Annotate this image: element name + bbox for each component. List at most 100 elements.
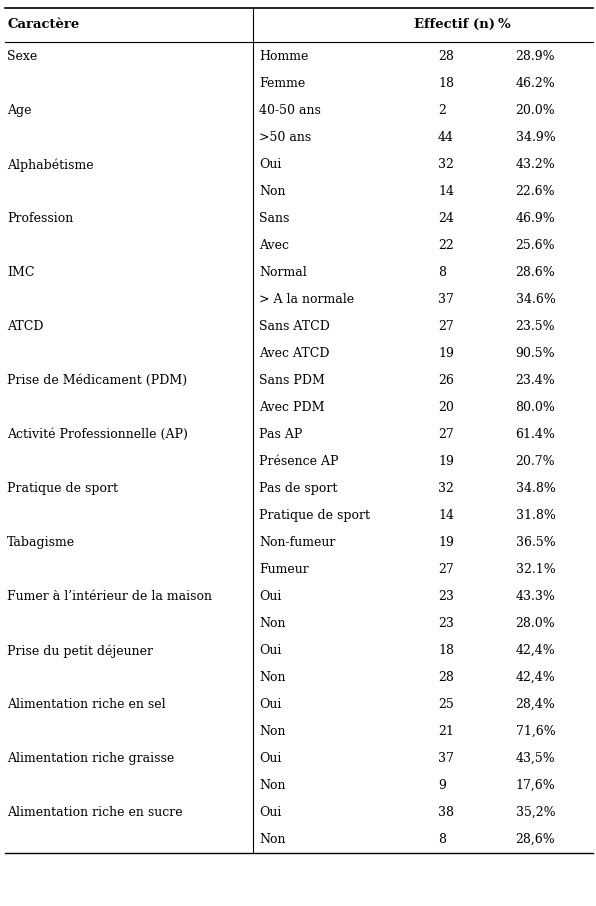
Text: 34.9%: 34.9% (516, 131, 555, 144)
Text: Non: Non (259, 617, 285, 630)
Text: 37: 37 (438, 293, 454, 306)
Text: Profession: Profession (7, 212, 73, 225)
Text: 18: 18 (438, 77, 454, 90)
Text: > A la normale: > A la normale (259, 293, 355, 306)
Text: Sans ATCD: Sans ATCD (259, 320, 330, 333)
Text: ATCD: ATCD (7, 320, 44, 333)
Text: 28,6%: 28,6% (516, 833, 555, 846)
Text: 42,4%: 42,4% (516, 671, 555, 684)
Text: >50 ans: >50 ans (259, 131, 312, 144)
Text: 44: 44 (438, 131, 454, 144)
Text: 37: 37 (438, 752, 454, 765)
Text: %: % (498, 18, 510, 31)
Text: 34.6%: 34.6% (516, 293, 555, 306)
Text: 28.0%: 28.0% (516, 617, 555, 630)
Text: IMC: IMC (7, 266, 35, 279)
Text: 32: 32 (438, 158, 454, 171)
Text: Age: Age (7, 104, 32, 117)
Text: 31.8%: 31.8% (516, 509, 555, 522)
Text: Pratique de sport: Pratique de sport (259, 509, 370, 522)
Text: 20.7%: 20.7% (516, 455, 555, 468)
Text: Pas AP: Pas AP (259, 428, 303, 441)
Text: 26: 26 (438, 374, 454, 387)
Text: 23: 23 (438, 617, 454, 630)
Text: 46.9%: 46.9% (516, 212, 555, 225)
Text: Sans: Sans (259, 212, 290, 225)
Text: 34.8%: 34.8% (516, 482, 555, 495)
Text: 23.5%: 23.5% (516, 320, 555, 333)
Text: 36.5%: 36.5% (516, 536, 555, 549)
Text: 19: 19 (438, 347, 454, 360)
Text: Oui: Oui (259, 752, 282, 765)
Text: Non: Non (259, 779, 285, 792)
Text: Avec PDM: Avec PDM (259, 401, 325, 414)
Text: 19: 19 (438, 455, 454, 468)
Text: 17,6%: 17,6% (516, 779, 555, 792)
Text: 46.2%: 46.2% (516, 77, 555, 90)
Text: Oui: Oui (259, 644, 282, 657)
Text: 8: 8 (438, 833, 446, 846)
Text: Alimentation riche en sucre: Alimentation riche en sucre (7, 806, 183, 819)
Text: 27: 27 (438, 563, 454, 576)
Text: Sans PDM: Sans PDM (259, 374, 325, 387)
Text: 22: 22 (438, 239, 454, 252)
Text: Caractère: Caractère (7, 18, 79, 31)
Text: Non: Non (259, 833, 285, 846)
Text: Oui: Oui (259, 698, 282, 711)
Text: 28.9%: 28.9% (516, 50, 555, 63)
Text: Normal: Normal (259, 266, 307, 279)
Text: 22.6%: 22.6% (516, 185, 555, 198)
Text: Non-fumeur: Non-fumeur (259, 536, 336, 549)
Text: 27: 27 (438, 320, 454, 333)
Text: 18: 18 (438, 644, 454, 657)
Text: Oui: Oui (259, 806, 282, 819)
Text: 28,4%: 28,4% (516, 698, 555, 711)
Text: Fumer à l’intérieur de la maison: Fumer à l’intérieur de la maison (7, 590, 212, 603)
Text: 25: 25 (438, 698, 454, 711)
Text: 20.0%: 20.0% (516, 104, 555, 117)
Text: 38: 38 (438, 806, 454, 819)
Text: 43,5%: 43,5% (516, 752, 555, 765)
Text: 90.5%: 90.5% (516, 347, 555, 360)
Text: Oui: Oui (259, 590, 282, 603)
Text: 19: 19 (438, 536, 454, 549)
Text: Sexe: Sexe (7, 50, 38, 63)
Text: Présence AP: Présence AP (259, 455, 339, 468)
Text: 43.3%: 43.3% (516, 590, 555, 603)
Text: 24: 24 (438, 212, 454, 225)
Text: Avec: Avec (259, 239, 289, 252)
Text: 61.4%: 61.4% (516, 428, 555, 441)
Text: 28.6%: 28.6% (516, 266, 555, 279)
Text: 43.2%: 43.2% (516, 158, 555, 171)
Text: Fumeur: Fumeur (259, 563, 309, 576)
Text: 27: 27 (438, 428, 454, 441)
Text: 40-50 ans: 40-50 ans (259, 104, 321, 117)
Text: 14: 14 (438, 185, 454, 198)
Text: Non: Non (259, 671, 285, 684)
Text: Oui: Oui (259, 158, 282, 171)
Text: 32.1%: 32.1% (516, 563, 555, 576)
Text: 28: 28 (438, 50, 454, 63)
Text: 14: 14 (438, 509, 454, 522)
Text: 25.6%: 25.6% (516, 239, 555, 252)
Text: 71,6%: 71,6% (516, 725, 555, 738)
Text: Alimentation riche en sel: Alimentation riche en sel (7, 698, 166, 711)
Text: Prise du petit déjeuner: Prise du petit déjeuner (7, 644, 153, 658)
Text: Pas de sport: Pas de sport (259, 482, 338, 495)
Text: Alimentation riche graisse: Alimentation riche graisse (7, 752, 175, 765)
Text: Alphabétisme: Alphabétisme (7, 158, 94, 171)
Text: Prise de Médicament (PDM): Prise de Médicament (PDM) (7, 374, 187, 387)
Text: 23.4%: 23.4% (516, 374, 555, 387)
Text: 35,2%: 35,2% (516, 806, 555, 819)
Text: 20: 20 (438, 401, 454, 414)
Text: 21: 21 (438, 725, 454, 738)
Text: 32: 32 (438, 482, 454, 495)
Text: 28: 28 (438, 671, 454, 684)
Text: 9: 9 (438, 779, 446, 792)
Text: Homme: Homme (259, 50, 309, 63)
Text: 2: 2 (438, 104, 446, 117)
Text: 23: 23 (438, 590, 454, 603)
Text: Effectif (n): Effectif (n) (414, 18, 495, 31)
Text: 8: 8 (438, 266, 446, 279)
Text: Non: Non (259, 185, 285, 198)
